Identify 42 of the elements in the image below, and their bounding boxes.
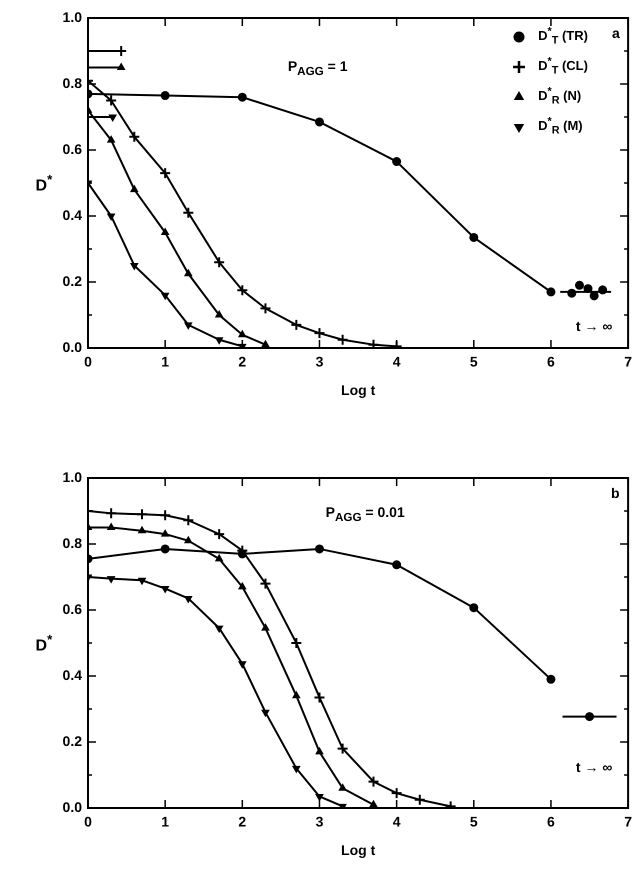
y-tick-label: 0.6 [62, 600, 82, 617]
legend-label: D$^{*}$$_{T}$ (TR) [538, 26, 588, 47]
annotation: t → ∞ [576, 758, 612, 774]
legend-label: D$^{*}$$_{R}$ (N) [538, 86, 582, 107]
y-tick-label: 0.8 [62, 74, 82, 91]
x-tick-label: 0 [84, 353, 92, 370]
legend-label: D$^{*}$$_{T}$ (CL) [538, 56, 588, 77]
x-tick-label: 2 [238, 813, 246, 830]
x-tick-label: 6 [547, 353, 556, 370]
x-axis-title: Log t [341, 842, 376, 858]
y-axis-title: D$^{*}$ [36, 172, 52, 195]
annotation: b [611, 484, 620, 501]
x-tick-label: 3 [316, 813, 324, 830]
x-tick-label: 3 [316, 353, 324, 370]
annotation: a [612, 24, 620, 41]
annotation: t → ∞ [576, 318, 612, 334]
y-tick-label: 0.4 [62, 666, 82, 683]
y-tick-label: 0.6 [62, 140, 82, 157]
x-tick-label: 5 [470, 353, 478, 370]
x-tick-label: 5 [470, 813, 478, 830]
x-tick-label: 7 [624, 813, 632, 830]
y-tick-label: 0.2 [62, 732, 82, 749]
y-tick-label: 0.2 [62, 272, 82, 289]
y-tick-label: 0.8 [62, 534, 82, 551]
x-tick-label: 6 [547, 813, 556, 830]
y-tick-label: 1.0 [62, 468, 82, 485]
y-tick-label: 0.4 [62, 206, 82, 223]
x-tick-label: 0 [84, 813, 92, 830]
y-tick-label: 0.0 [62, 798, 82, 815]
x-tick-label: 4 [392, 353, 401, 370]
annotation: P$_{AGG}$ = 0.01 [326, 504, 405, 524]
y-tick-label: 1.0 [62, 8, 82, 25]
legend-label: D$^{*}$$_{R}$ (M) [538, 116, 583, 137]
x-axis-title: Log t [341, 382, 376, 398]
annotation: P$_{AGG}$ = 1 [288, 58, 348, 78]
y-axis-title: D$^{*}$ [36, 632, 52, 655]
x-tick-label: 1 [161, 353, 170, 370]
x-tick-label: 2 [238, 353, 246, 370]
y-tick-label: 0.0 [62, 338, 82, 355]
x-tick-label: 4 [392, 813, 401, 830]
x-tick-label: 1 [161, 813, 170, 830]
x-tick-label: 7 [624, 353, 632, 370]
